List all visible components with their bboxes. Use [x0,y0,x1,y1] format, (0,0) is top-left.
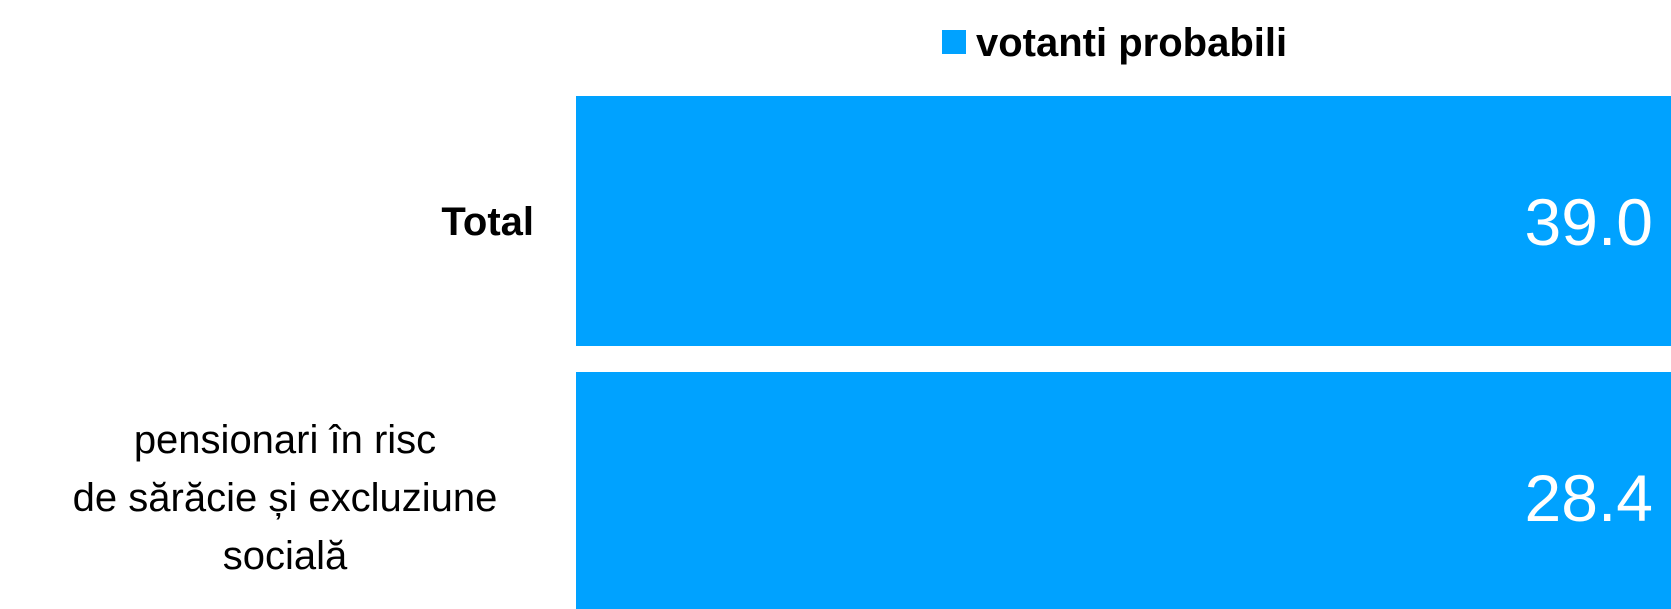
category-label-pensionari-in-risc: pensionari în risc de sărăcie și excluziu… [73,418,498,578]
bar-total [576,96,1671,346]
category-labels: Total pensionari în risc de sărăcie și exc… [73,200,534,578]
value-label: 28.4 [1525,461,1653,535]
legend-swatch [942,30,966,54]
value-label: 39.0 [1525,185,1653,259]
legend: votanti probabili [942,21,1287,65]
bar-pensionari-in-risc [576,372,1671,609]
legend-label: votanti probabili [976,21,1287,65]
value-labels: 39.0 28.4 [1525,185,1653,535]
bars-group [576,96,1671,609]
category-label-total: Total [441,200,534,244]
